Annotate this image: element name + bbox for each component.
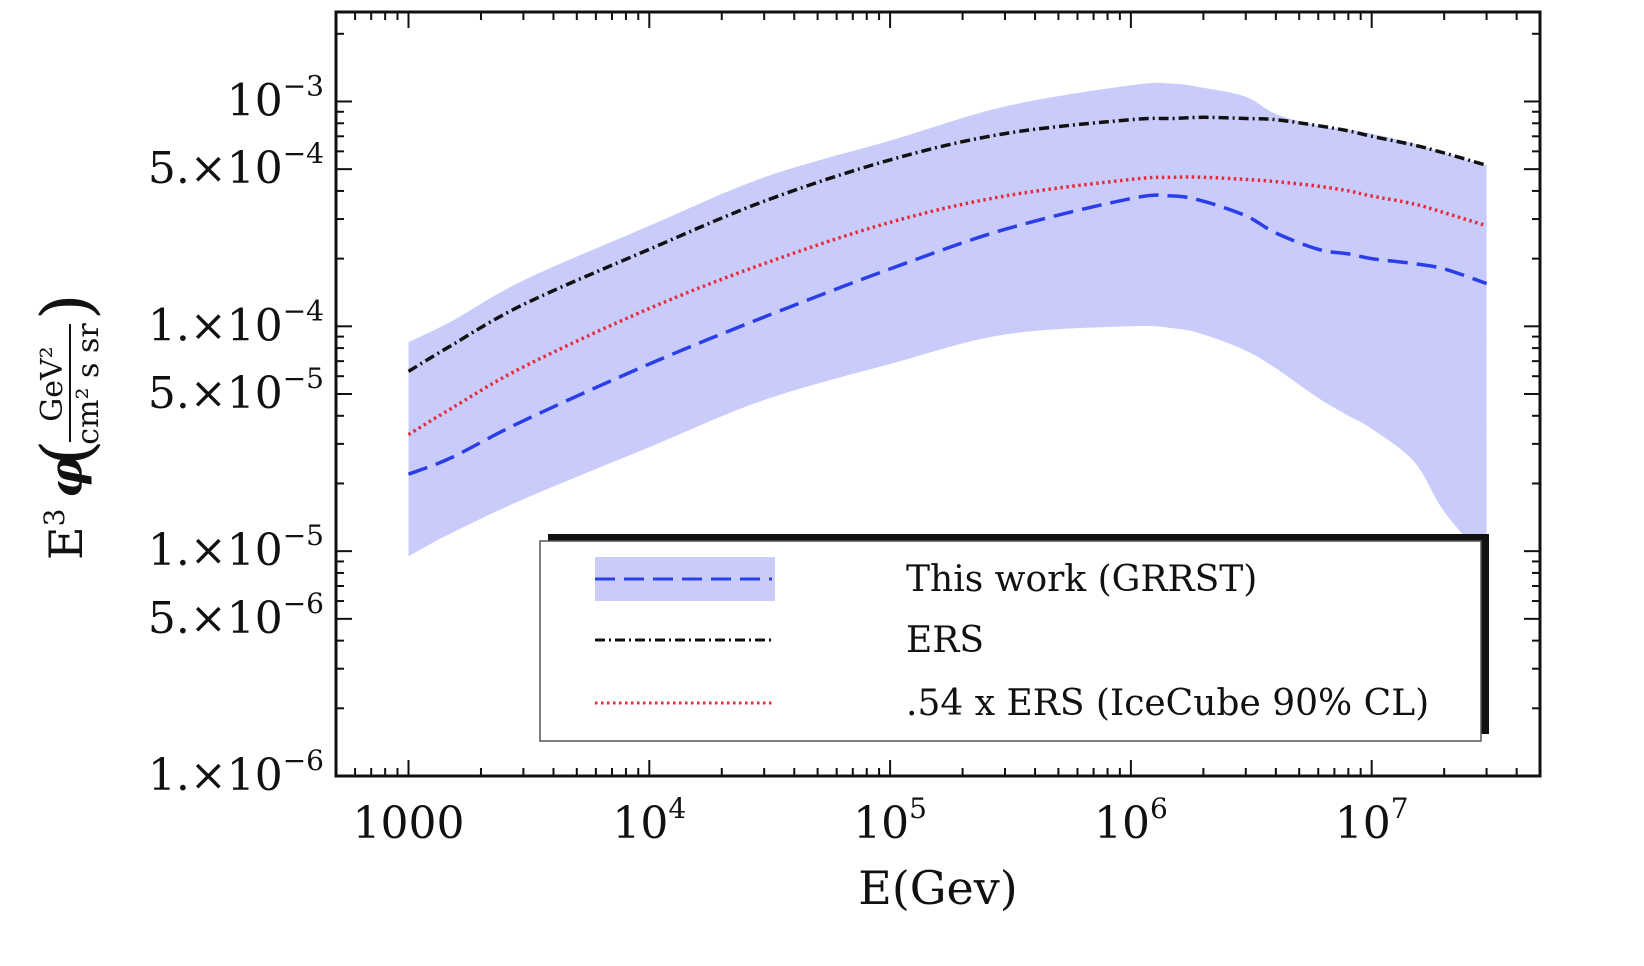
x-tick-label: 107: [1335, 792, 1409, 849]
series-line-1: [407, 193, 1488, 476]
y-tick-label-exp: −6: [283, 587, 324, 620]
y-tick-label-mantissa: 5.×10: [148, 143, 283, 194]
y-axis-title-E-exp: 3: [38, 509, 71, 527]
y-tick-label-mantissa: 10: [227, 75, 283, 126]
x-tick-label-base: 10: [612, 798, 668, 849]
y-tick-label: 1.×10−5: [148, 519, 324, 576]
x-tick-label-exp: 7: [1391, 792, 1409, 825]
legend: This work (GRRST) ERS .54 x ERS (IceCube 9…: [539, 534, 1489, 742]
x-tick-label-base: 10: [1335, 798, 1391, 849]
y-tick-label-mantissa: 1.×10: [148, 300, 283, 351]
y-tick-label-mantissa: 5.×10: [148, 593, 283, 644]
y-tick-label: 10−3: [227, 69, 324, 126]
y-tick-label-mantissa: 1.×10: [148, 525, 283, 576]
y-tick-label: 5.×10−5: [148, 362, 324, 419]
y-axis-title: E3 φ ( GeV² cm² s sr ): [28, 293, 107, 560]
x-tick-label-base: 10: [1094, 798, 1150, 849]
y-axis-title-numerator: GeV²: [35, 346, 70, 421]
y-tick-label-exp: −3: [283, 69, 324, 102]
y-tick-label-exp: −5: [283, 362, 324, 395]
legend-entries: This work (GRRST) ERS .54 x ERS (IceCube 9…: [595, 557, 1429, 724]
legend-entry-label: .54 x ERS (IceCube 90% CL): [906, 683, 1429, 724]
y-tick-label: 5.×10−6: [148, 587, 324, 644]
y-tick-label: 1.×10−6: [148, 744, 324, 801]
y-tick-label-exp: −5: [283, 519, 324, 552]
y-tick-label-exp: −4: [283, 294, 324, 327]
y-tick-label: 5.×10−4: [148, 137, 324, 194]
y-tick-label: 1.×10−4: [148, 294, 324, 351]
y-tick-label-exp: −6: [283, 744, 324, 777]
series-line-3: [407, 175, 1488, 437]
x-tick-label: 1000: [352, 798, 464, 849]
y-axis-title-paren-close: ): [28, 293, 107, 320]
ticks-layer: [335, 12, 1541, 777]
legend-entry-label: ERS: [906, 620, 984, 661]
y-axis-title-phi: φ: [39, 456, 93, 498]
y-tick-label-mantissa: 5.×10: [148, 368, 283, 419]
x-axis-title: E(Gev): [858, 861, 1017, 915]
y-axis-title-prefix: E3: [38, 509, 93, 560]
x-tick-label: 104: [612, 792, 686, 849]
plot-area: [334, 10, 1542, 778]
y-tick-label-mantissa: 1.×10: [148, 750, 283, 801]
x-tick-labels: 1000 104 105 106 107: [352, 792, 1408, 849]
y-tick-labels: 10−35.×10−41.×10−45.×10−51.×10−55.×10−61…: [148, 69, 324, 801]
series-layer: [407, 115, 1488, 476]
legend-entry-label: This work (GRRST): [906, 559, 1257, 600]
x-tick-label-exp: 6: [1150, 792, 1168, 825]
x-tick-label-exp: 4: [668, 792, 686, 825]
y-axis-title-E: E: [39, 526, 93, 560]
x-tick-label-exp: 5: [909, 792, 927, 825]
x-tick-label: 105: [853, 792, 927, 849]
y-tick-label-exp: −4: [283, 137, 324, 170]
y-axis-title-denominator: cm² s sr: [71, 323, 106, 445]
x-tick-label-base: 10: [853, 798, 909, 849]
y-axis-title-paren-open: (: [28, 439, 107, 466]
uncertainty-band: [408, 82, 1487, 562]
x-tick-label: 106: [1094, 792, 1168, 849]
